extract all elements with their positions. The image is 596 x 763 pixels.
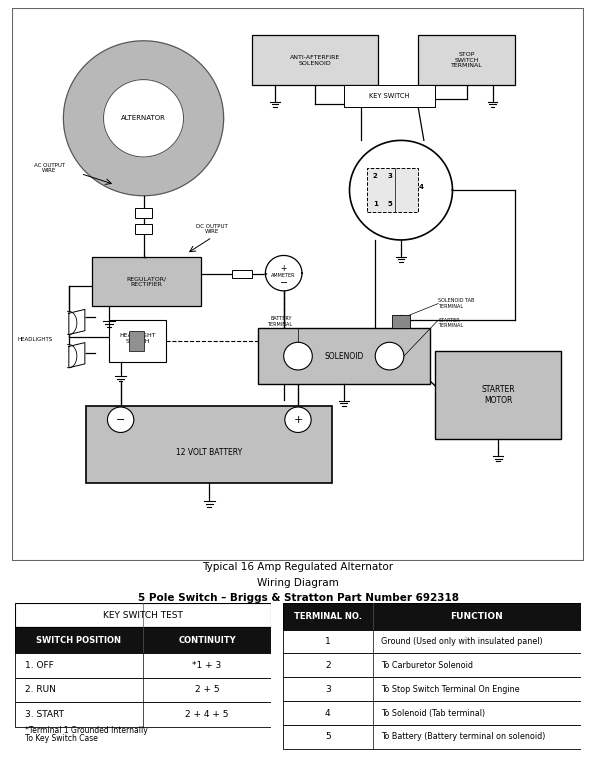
Text: HEADLIGHTS: HEADLIGHTS	[17, 337, 52, 342]
Bar	[15, 627, 271, 653]
Text: *Terminal 1 Grounded Internally: *Terminal 1 Grounded Internally	[25, 726, 148, 735]
Text: SOLENOID TAB
TERMINAL: SOLENOID TAB TERMINAL	[438, 298, 474, 309]
Text: STARTER
TERMINAL: STARTER TERMINAL	[438, 317, 463, 328]
Text: 2 + 4 + 5: 2 + 4 + 5	[185, 710, 229, 719]
Text: 5: 5	[387, 201, 392, 207]
Text: Typical 16 Amp Regulated Alternator: Typical 16 Amp Regulated Alternator	[203, 562, 393, 572]
Text: ANTI-AFTERFIRE
SOLENOID: ANTI-AFTERFIRE SOLENOID	[290, 55, 340, 66]
Text: 5: 5	[325, 732, 331, 742]
Bar	[232, 269, 252, 278]
Bar	[344, 85, 435, 107]
Text: AMMETER: AMMETER	[271, 273, 296, 278]
Circle shape	[375, 343, 404, 370]
Bar	[283, 701, 581, 725]
Bar	[367, 168, 418, 212]
Text: REGULATOR/
RECTIFIER: REGULATOR/ RECTIFIER	[126, 276, 166, 287]
Bar	[435, 351, 561, 439]
Bar	[258, 328, 430, 384]
Text: STARTER
MOTOR: STARTER MOTOR	[482, 385, 515, 404]
Bar	[15, 603, 271, 627]
Text: *1 + 3: *1 + 3	[193, 661, 222, 670]
Text: BATTERY
TERMINAL: BATTERY TERMINAL	[267, 316, 292, 327]
Text: CONTINUITY: CONTINUITY	[178, 636, 236, 645]
Text: 3. START: 3. START	[25, 710, 64, 719]
Bar	[283, 653, 581, 678]
Text: AC OUTPUT
WIRE: AC OUTPUT WIRE	[33, 163, 65, 173]
Text: SOLENOID: SOLENOID	[324, 352, 364, 361]
Text: 2: 2	[325, 661, 331, 670]
Text: FUNCTION: FUNCTION	[451, 612, 503, 620]
Bar	[129, 331, 144, 351]
Polygon shape	[69, 343, 85, 368]
Bar	[135, 224, 152, 234]
Text: STOP
SWITCH
TERMINAL: STOP SWITCH TERMINAL	[451, 52, 483, 69]
Bar	[392, 314, 409, 328]
Bar	[283, 678, 581, 701]
Text: TERMINAL NO.: TERMINAL NO.	[294, 612, 362, 620]
Bar	[109, 320, 166, 362]
Bar	[92, 256, 201, 306]
Polygon shape	[349, 140, 452, 240]
Text: 2. RUN: 2. RUN	[25, 685, 56, 694]
Bar	[15, 678, 271, 702]
Text: +: +	[281, 264, 287, 272]
Text: To Carburetor Solenoid: To Carburetor Solenoid	[381, 661, 473, 670]
Polygon shape	[104, 79, 184, 157]
Polygon shape	[69, 309, 85, 334]
Text: ALTERNATOR: ALTERNATOR	[121, 115, 166, 121]
Text: KEY SWITCH TEST: KEY SWITCH TEST	[103, 610, 183, 620]
Text: SWITCH POSITION: SWITCH POSITION	[36, 636, 122, 645]
Text: 3: 3	[387, 173, 392, 179]
Bar	[283, 603, 581, 629]
Text: To Battery (Battery terminal on solenoid): To Battery (Battery terminal on solenoid…	[381, 732, 546, 742]
Bar	[15, 653, 271, 678]
Text: 5 Pole Switch – Briggs & Stratton Part Number 692318: 5 Pole Switch – Briggs & Stratton Part N…	[138, 593, 458, 603]
Text: −: −	[116, 415, 125, 425]
Bar	[283, 629, 581, 653]
Text: To Stop Switch Terminal On Engine: To Stop Switch Terminal On Engine	[381, 684, 520, 694]
Text: −: −	[280, 278, 288, 288]
Text: 2 + 5: 2 + 5	[195, 685, 219, 694]
Text: 4: 4	[325, 709, 331, 717]
Text: KEY SWITCH: KEY SWITCH	[370, 93, 409, 99]
Bar	[418, 35, 516, 85]
Text: DC OUTPUT
WIRE: DC OUTPUT WIRE	[196, 224, 228, 234]
Text: 1: 1	[325, 637, 331, 646]
Text: HEADLIGHT
SWITCH: HEADLIGHT SWITCH	[119, 333, 156, 343]
Circle shape	[284, 343, 312, 370]
Text: +: +	[293, 415, 303, 425]
Polygon shape	[265, 256, 302, 291]
Bar	[135, 208, 152, 218]
Circle shape	[107, 407, 134, 433]
Text: To Key Switch Case: To Key Switch Case	[25, 734, 98, 743]
Polygon shape	[63, 41, 224, 195]
Text: 12 VOLT BATTERY: 12 VOLT BATTERY	[176, 449, 243, 458]
Text: Wiring Diagram: Wiring Diagram	[257, 578, 339, 588]
Text: 1. OFF: 1. OFF	[25, 661, 54, 670]
Circle shape	[285, 407, 311, 433]
Bar	[252, 35, 378, 85]
Text: 3: 3	[325, 684, 331, 694]
Text: 4: 4	[418, 185, 424, 191]
Text: 1: 1	[373, 201, 378, 207]
Bar	[283, 725, 581, 749]
Text: 2: 2	[373, 173, 378, 179]
Bar	[86, 406, 333, 484]
Bar	[15, 702, 271, 726]
Text: To Solenoid (Tab terminal): To Solenoid (Tab terminal)	[381, 709, 486, 717]
Text: Ground (Used only with insulated panel): Ground (Used only with insulated panel)	[381, 637, 543, 646]
